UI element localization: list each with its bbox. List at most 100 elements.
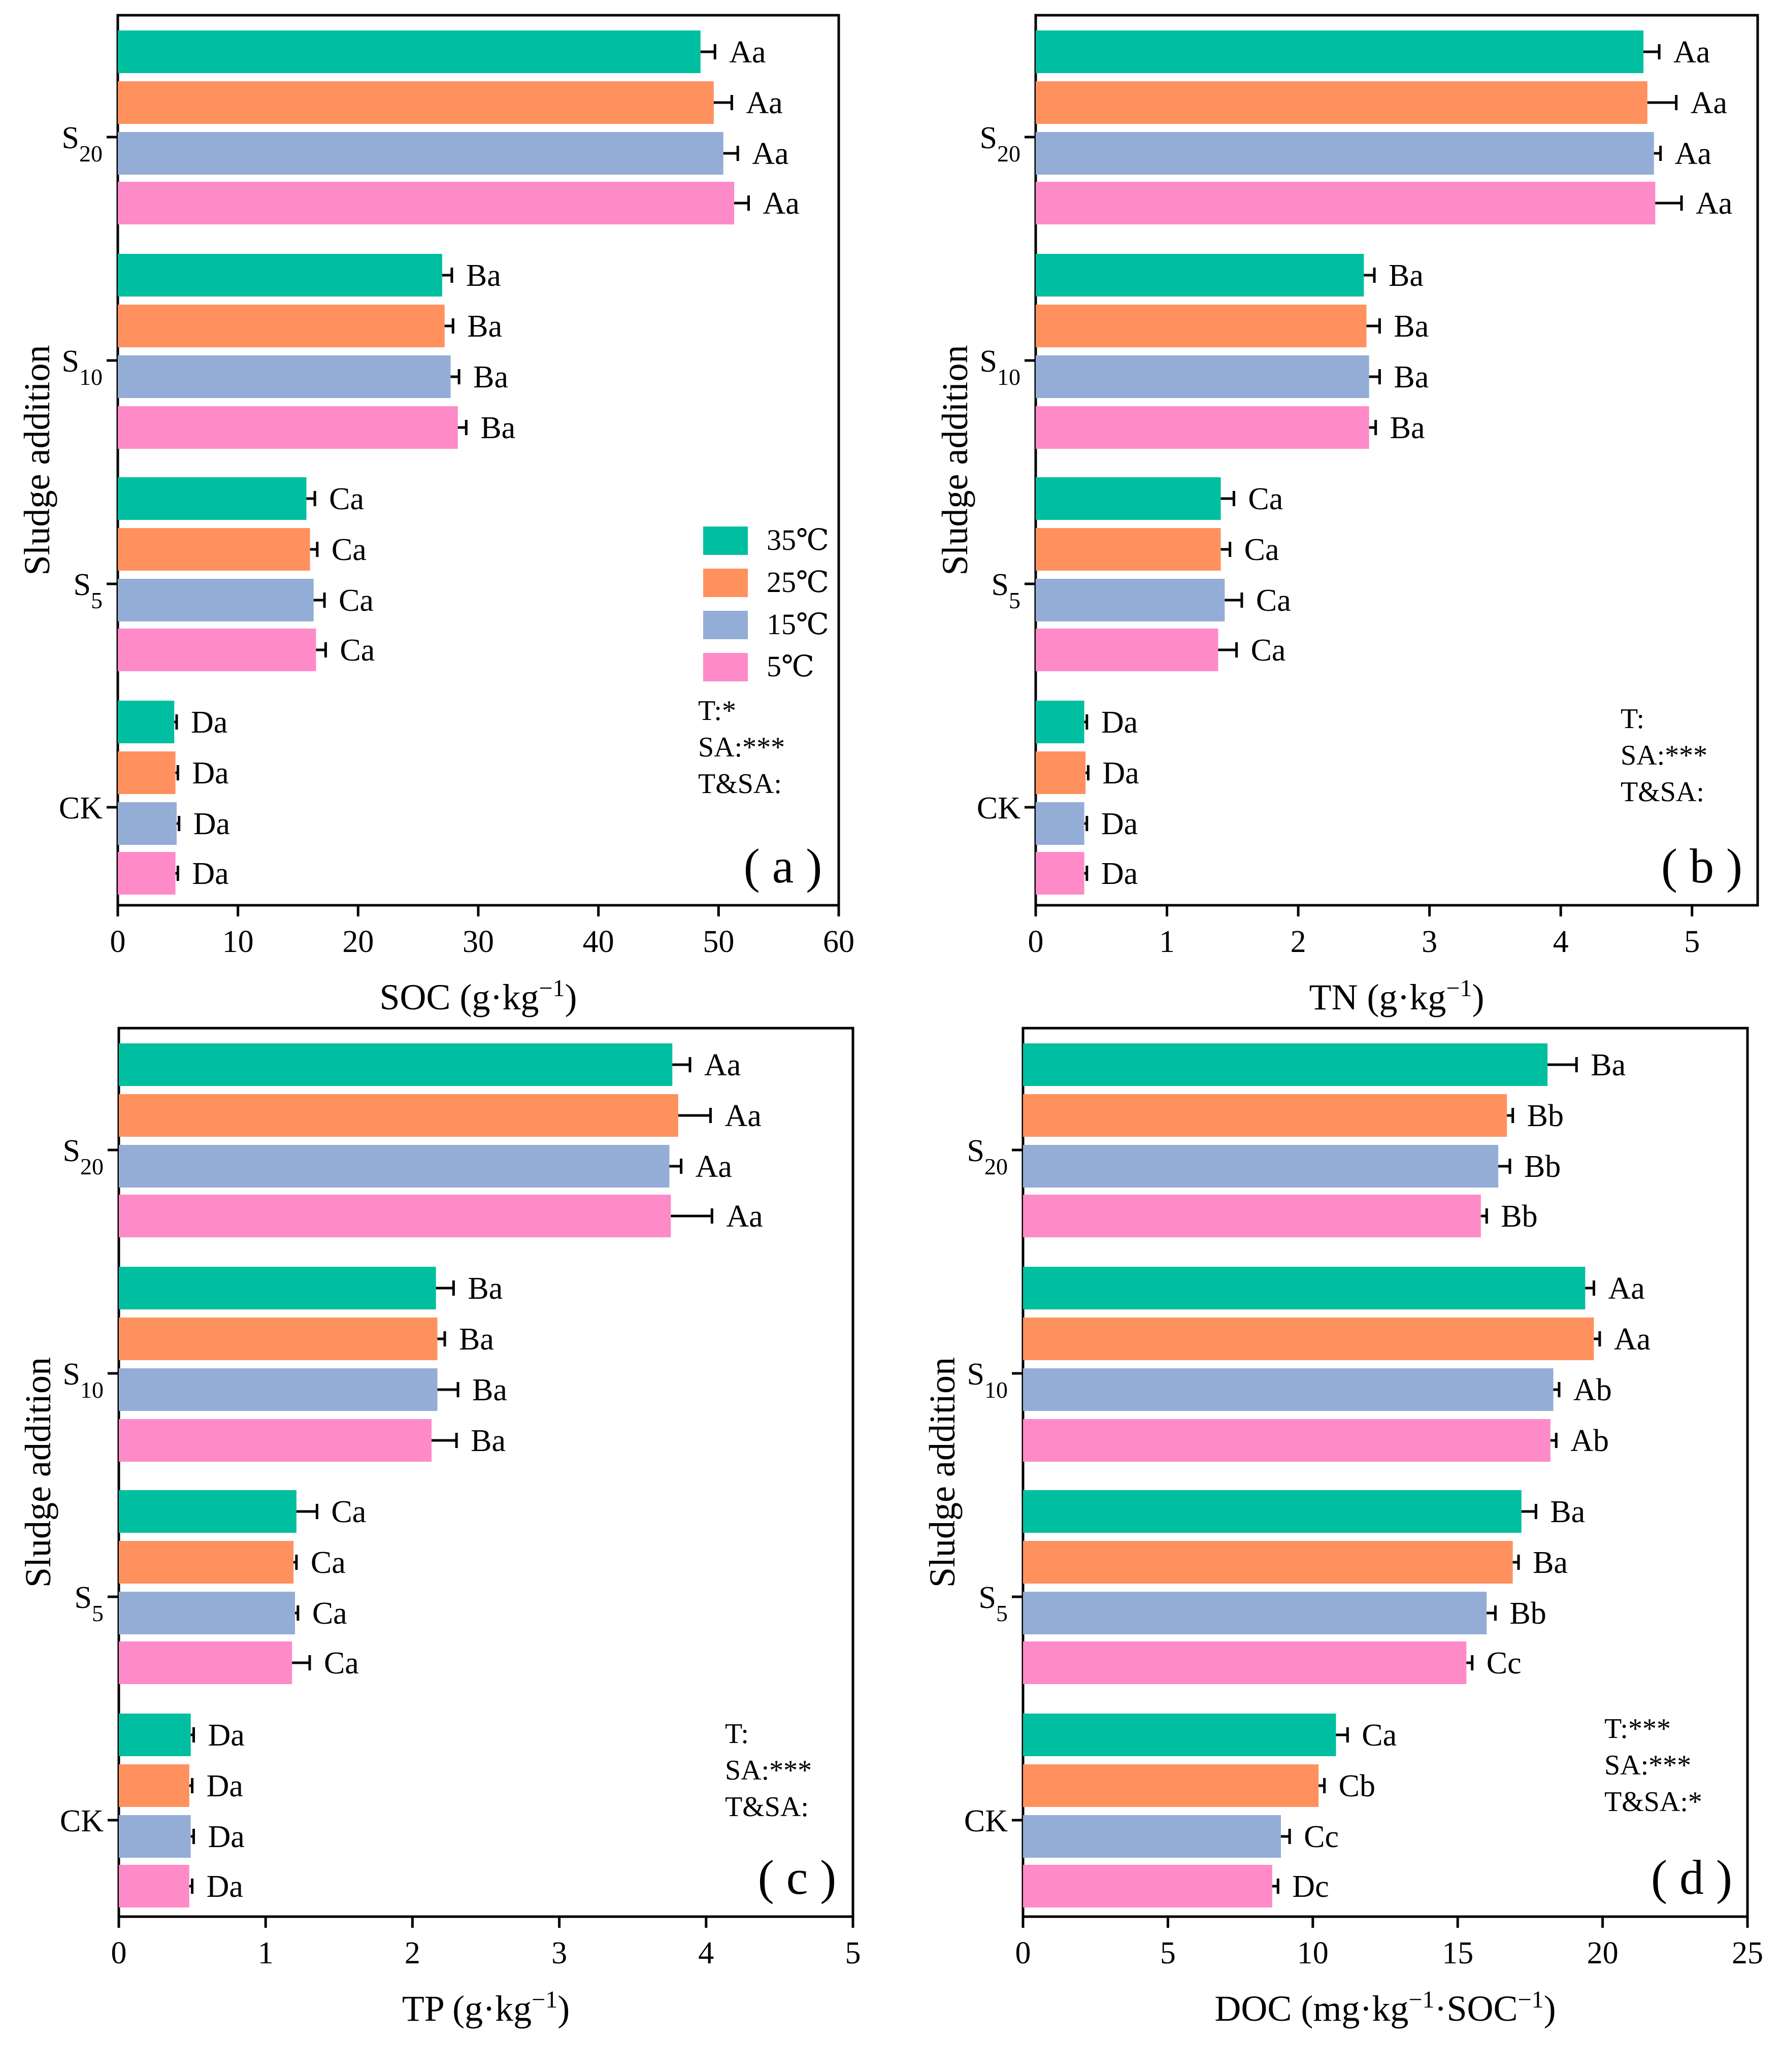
bar [1023,1865,1272,1907]
significance-label: Ba [1550,1495,1585,1529]
bar [1036,81,1647,124]
y-category-label: S5 [75,1581,104,1626]
significance-label: Ba [1394,360,1429,394]
significance-label: Da [192,756,228,791]
bar [1036,254,1364,297]
x-tick-label: 0 [1015,1936,1031,1970]
significance-label: Ab [1570,1424,1609,1458]
category-name: S [63,1134,80,1168]
category-name: S [75,1581,92,1615]
category-name: S [967,1134,984,1168]
significance-label: Aa [729,35,766,70]
x-tick-label: 4 [1553,925,1569,959]
y-category-label: S20 [62,121,103,167]
x-tick-label: 15 [1442,1936,1473,1970]
y-axis-title: Sludge addition [922,1357,963,1588]
bar [119,1714,191,1756]
category-name: CK [964,1804,1008,1838]
significance-label: Da [193,807,230,841]
x-title-tail: ) [1472,977,1485,1017]
y-category-label: CK [59,791,103,826]
category-name: S [980,121,997,155]
significance-label: Ba [1394,309,1429,344]
legend-swatch [703,569,748,597]
bar [118,355,451,398]
x-title-mid: ·SOC [1434,1988,1518,2029]
bar [1036,802,1084,845]
stats-line: T:*** [1604,1713,1671,1745]
significance-label: Cc [1304,1820,1339,1854]
significance-label: Ba [459,1322,494,1357]
bar [119,1145,670,1188]
significance-label: Aa [1673,35,1710,70]
x-axis-title: TN (g·kg−1) [1309,975,1485,1018]
category-subscript: 20 [984,1154,1008,1179]
x-tick-label: 20 [342,925,374,959]
bar [119,1641,292,1684]
x-tick-label: 5 [1684,925,1700,959]
y-category-label: S10 [62,344,103,390]
bar [118,802,177,845]
x-title-main: TN (g·kg [1309,977,1446,1017]
bar [1036,406,1369,449]
legend-swatch [703,611,748,639]
x-tick-label: 20 [1587,1936,1619,1970]
y-category-label: S5 [979,1581,1008,1626]
significance-label: Aa [1675,137,1711,171]
bar [1023,1318,1594,1360]
x-title-superscript: −1 [1518,1986,1544,2013]
x-tick-label: 5 [845,1936,861,1970]
category-subscript: 10 [80,1377,104,1403]
legend-swatch [703,653,748,681]
x-tick-label: 50 [703,925,734,959]
bar [118,579,314,621]
x-tick-label: 3 [1422,925,1437,959]
x-tick-label: 3 [551,1936,567,1970]
category-subscript: 20 [79,141,103,167]
x-title-main: DOC (mg·kg [1214,1988,1408,2029]
y-category-label: S10 [63,1357,104,1403]
bar [1036,30,1644,73]
y-category-label: S10 [980,344,1020,390]
plot-frame [1034,14,1759,907]
x-title-main: SOC (g·kg [379,977,539,1017]
plot-frame [1021,1027,1749,1918]
significance-label: Ca [331,1495,366,1529]
bar [1036,132,1654,175]
y-category-label: CK [964,1804,1008,1838]
significance-label: Aa [752,137,788,171]
panel-label: ( b ) [1661,839,1742,893]
bar [1023,1714,1336,1756]
bar [119,1419,432,1462]
significance-label: Aa [1691,86,1727,120]
category-subscript: 20 [80,1154,104,1179]
bar [1036,701,1084,743]
significance-label: Bb [1501,1199,1537,1234]
bar [1036,355,1369,398]
panel-label: ( a ) [744,839,822,893]
significance-label: Ca [1362,1718,1397,1753]
bar [118,132,723,175]
y-category-label: S20 [63,1134,104,1179]
bar [119,1815,191,1858]
significance-label: Aa [746,86,782,120]
significance-label: Ba [466,258,501,293]
significance-label: Ca [1244,533,1279,567]
category-subscript: 5 [1009,587,1020,613]
significance-label: Aa [1696,186,1732,221]
y-category-label: S20 [967,1134,1008,1179]
bar [1036,629,1218,671]
significance-label: Ca [1251,633,1286,668]
stats-line: T&SA: [1621,776,1704,808]
significance-label: Aa [696,1149,732,1184]
category-name: S [979,1581,996,1615]
bar [1023,1043,1548,1086]
significance-label: Ba [1533,1545,1568,1580]
bar [1036,182,1656,224]
y-category-label: CK [60,1804,104,1838]
significance-label: Ba [1591,1048,1626,1082]
bar [1023,1641,1467,1684]
bar [119,1490,296,1533]
